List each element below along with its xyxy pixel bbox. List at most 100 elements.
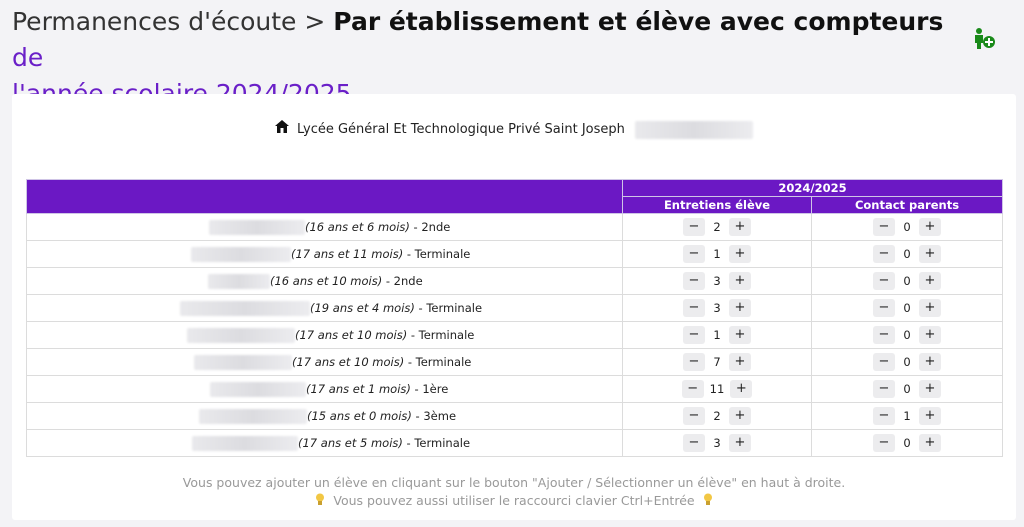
redacted-name <box>210 381 306 397</box>
interviews-increment-button[interactable]: + <box>729 272 751 290</box>
interviews-decrement-button[interactable]: − <box>683 434 705 452</box>
interviews-count: 11 <box>709 382 725 396</box>
student-age: (17 ans et 11 mois) <box>291 246 404 261</box>
interviews-increment-button[interactable]: + <box>730 380 753 398</box>
table-header-interviews: Entretiens élève <box>622 196 812 214</box>
interviews-increment-button[interactable]: + <box>729 245 751 263</box>
lightbulb-icon <box>703 493 713 511</box>
interviews-count: 1 <box>713 247 721 261</box>
interviews-cell: −1 + <box>622 240 812 268</box>
person-plus-icon <box>975 28 995 49</box>
parents-cell: −0 + <box>811 375 1003 403</box>
parents-cell: −0 + <box>811 429 1003 457</box>
interviews-cell: −3 + <box>622 267 812 295</box>
parents-decrement-button[interactable]: − <box>873 245 895 263</box>
interviews-count: 3 <box>713 274 721 288</box>
redacted-name <box>187 327 295 343</box>
parents-increment-button[interactable]: + <box>919 380 941 398</box>
interviews-cell: −2 + <box>622 402 812 430</box>
parents-increment-button[interactable]: + <box>919 353 941 371</box>
student-level: - Terminale <box>403 246 471 261</box>
table-row: (17 ans et 5 mois) - Terminale −3 + −0 + <box>26 429 1003 457</box>
interviews-decrement-button[interactable]: − <box>683 218 705 236</box>
interviews-increment-button[interactable]: + <box>729 353 751 371</box>
parents-decrement-button[interactable]: − <box>873 299 895 317</box>
student-cell: (17 ans et 10 mois) - Terminale <box>26 321 623 349</box>
table-row: (17 ans et 11 mois) - Terminale −1 + −0 + <box>26 240 1003 268</box>
parents-decrement-button[interactable]: − <box>873 326 895 344</box>
student-age: (17 ans et 10 mois) <box>292 354 405 369</box>
parents-decrement-button[interactable]: − <box>873 434 895 452</box>
redacted-name <box>208 273 270 289</box>
interviews-decrement-button[interactable]: − <box>683 353 705 371</box>
help-line-1: Vous pouvez ajouter un élève en cliquant… <box>182 475 846 490</box>
redacted-name <box>191 246 291 262</box>
parents-count: 0 <box>903 328 911 342</box>
interviews-decrement-button[interactable]: − <box>681 380 704 398</box>
interviews-increment-button[interactable]: + <box>729 299 751 317</box>
student-cell: (16 ans et 10 mois) - 2nde <box>26 267 623 295</box>
student-level: - Terminale <box>402 435 471 450</box>
parents-increment-button[interactable]: + <box>919 218 941 236</box>
redacted-name <box>194 354 292 370</box>
interviews-decrement-button[interactable]: − <box>683 272 705 290</box>
student-age: (16 ans et 6 mois) <box>305 219 410 234</box>
student-age: (17 ans et 10 mois) <box>295 327 408 342</box>
parents-count: 0 <box>903 382 911 396</box>
redacted-name <box>180 300 310 316</box>
student-level: - Terminale <box>414 300 483 315</box>
interviews-count: 3 <box>713 436 721 450</box>
interviews-decrement-button[interactable]: − <box>683 326 705 344</box>
table-row: (17 ans et 10 mois) - Terminale −1 + −0 + <box>26 321 1003 349</box>
parents-cell: −0 + <box>811 267 1003 295</box>
parents-increment-button[interactable]: + <box>919 434 941 452</box>
interviews-increment-button[interactable]: + <box>729 434 751 452</box>
redacted-name <box>192 435 298 451</box>
parents-decrement-button[interactable]: − <box>873 407 895 425</box>
student-age: (16 ans et 10 mois) <box>270 273 383 288</box>
parents-increment-button[interactable]: + <box>919 272 941 290</box>
add-student-button[interactable] <box>972 27 998 53</box>
interviews-cell: −3 + <box>622 429 812 457</box>
student-age: (15 ans et 0 mois) <box>307 408 412 423</box>
interviews-decrement-button[interactable]: − <box>683 245 705 263</box>
parents-cell: −0 + <box>811 321 1003 349</box>
parents-cell: −0 + <box>811 240 1003 268</box>
interviews-decrement-button[interactable]: − <box>683 407 705 425</box>
redacted-name <box>199 408 307 424</box>
interviews-count: 1 <box>713 328 721 342</box>
interviews-increment-button[interactable]: + <box>729 407 751 425</box>
parents-increment-button[interactable]: + <box>919 407 941 425</box>
student-age: (17 ans et 5 mois) <box>298 435 403 450</box>
help-text: Vous pouvez ajouter un élève en cliquant… <box>12 474 1016 511</box>
interviews-cell: −1 + <box>622 321 812 349</box>
student-cell: (19 ans et 4 mois) - Terminale <box>26 294 623 322</box>
parents-decrement-button[interactable]: − <box>873 353 895 371</box>
breadcrumb[interactable]: Permanences d'écoute > <box>12 7 326 36</box>
interviews-decrement-button[interactable]: − <box>683 299 705 317</box>
student-age: (17 ans et 1 mois) <box>306 381 411 396</box>
parents-cell: −0 + <box>811 294 1003 322</box>
interviews-increment-button[interactable]: + <box>729 326 751 344</box>
parents-decrement-button[interactable]: − <box>873 218 895 236</box>
student-level: - Terminale <box>404 354 472 369</box>
parents-count: 0 <box>903 220 911 234</box>
student-cell: (17 ans et 10 mois) - Terminale <box>26 348 623 376</box>
interviews-cell: −7 + <box>622 348 812 376</box>
parents-count: 1 <box>903 409 911 423</box>
parents-decrement-button[interactable]: − <box>873 380 895 398</box>
house-icon <box>274 120 289 139</box>
interviews-increment-button[interactable]: + <box>729 218 751 236</box>
parents-increment-button[interactable]: + <box>919 326 941 344</box>
student-cell: (15 ans et 0 mois) - 3ème <box>26 402 623 430</box>
parents-cell: −0 + <box>811 213 1003 241</box>
title-main: Par établissement et élève avec compteur… <box>333 7 944 36</box>
parents-increment-button[interactable]: + <box>919 299 941 317</box>
parents-increment-button[interactable]: + <box>919 245 941 263</box>
content-card: Lycée Général Et Technologique Privé Sai… <box>12 94 1016 520</box>
interviews-count: 2 <box>713 409 721 423</box>
parents-count: 0 <box>903 436 911 450</box>
school-header: Lycée Général Et Technologique Privé Sai… <box>12 120 1016 139</box>
parents-decrement-button[interactable]: − <box>873 272 895 290</box>
student-age: (19 ans et 4 mois) <box>310 300 415 315</box>
